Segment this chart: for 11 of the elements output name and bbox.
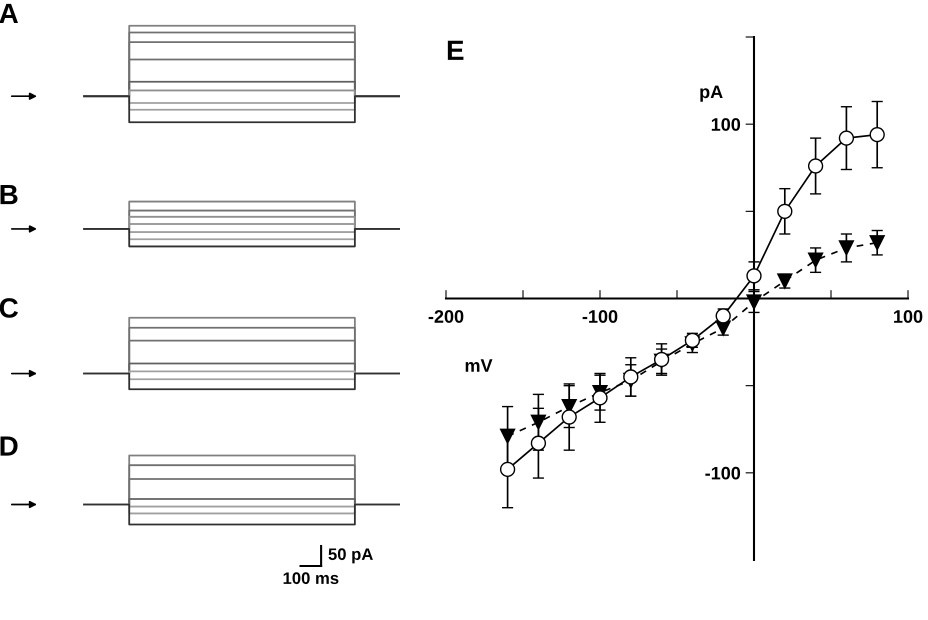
chart-title: C xyxy=(0,298,18,318)
x-tick-label: -200 xyxy=(428,310,464,323)
x-tick-label: -100 xyxy=(582,310,618,323)
chart-title: B xyxy=(0,185,18,204)
x-tick-label: 100 xyxy=(894,310,922,323)
text: 50 pA xyxy=(328,548,373,564)
chart-title: D xyxy=(0,436,18,456)
x-axis-title: mV xyxy=(466,359,492,372)
y-axis-title: pA xyxy=(700,86,723,102)
chart-title: E xyxy=(448,40,464,60)
text: 100 ms xyxy=(284,572,338,584)
